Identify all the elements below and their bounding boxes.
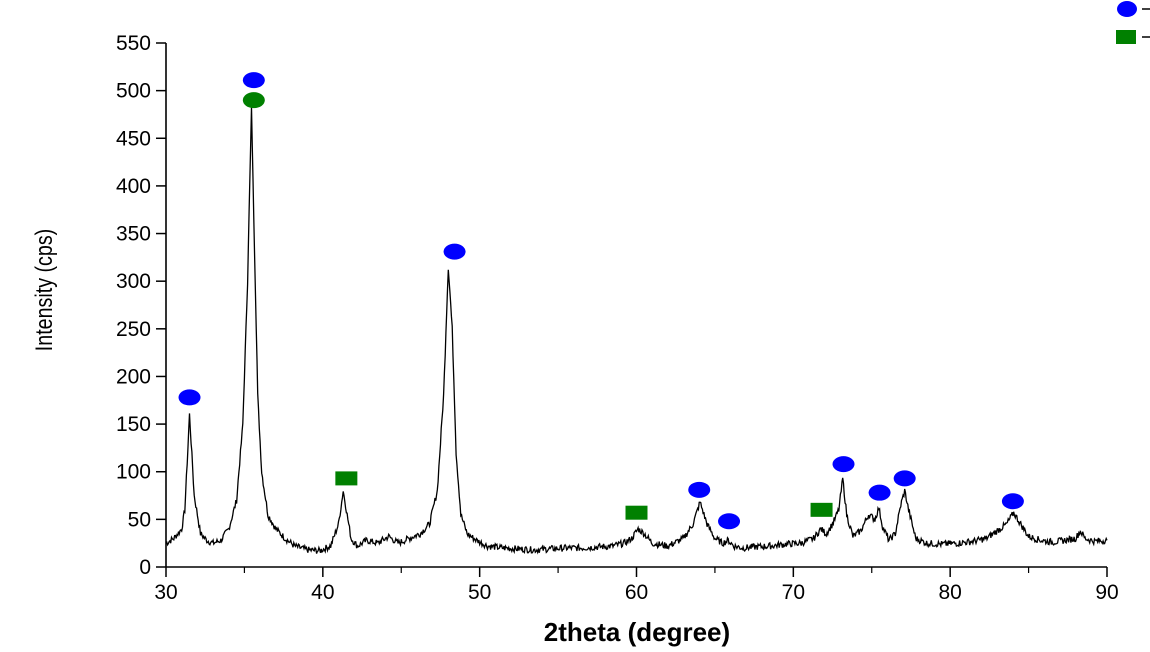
y-tick-label: 150 (116, 413, 151, 436)
x-tick-label: 30 (154, 581, 177, 604)
y-tick-label: 500 (116, 80, 151, 103)
x-tick-label: 50 (468, 581, 491, 604)
y-tick-label: 450 (116, 127, 151, 150)
y-ticks: 0 50 100 150 200 250 300 350 400 450 500 550 (116, 32, 166, 579)
x-tick-label: 70 (782, 581, 805, 604)
y-tick-label: 250 (116, 318, 151, 341)
x-ticks: 30 40 50 60 70 80 90 (154, 567, 1119, 604)
x-tick-label: 90 (1095, 581, 1118, 604)
legend-marker-square (1116, 30, 1136, 44)
y-tick-label: 350 (116, 223, 151, 246)
phase-marker-circle (242, 72, 265, 89)
legend-marker-circle (1117, 1, 1137, 17)
phase-marker-circle (443, 243, 466, 260)
phase-marker-square (810, 502, 833, 517)
phase-marker-circle (178, 389, 201, 406)
y-tick-label: 0 (139, 556, 151, 579)
phase-marker-circle (1001, 493, 1024, 510)
phase-marker-square (625, 505, 648, 520)
y-tick-label: 200 (116, 365, 151, 388)
y-axis-title: Intensity (cps) (30, 229, 57, 351)
y-tick-label: 300 (116, 270, 151, 293)
phase-marker-circle (832, 456, 855, 473)
y-tick-label: 50 (128, 508, 151, 531)
phase-marker-circle (868, 484, 891, 501)
x-axis-title: 2theta (degree) (544, 617, 730, 647)
phase-markers (178, 72, 1024, 530)
phase-marker-circle (718, 513, 741, 530)
phase-marker-circle (688, 481, 711, 498)
series-line (165, 107, 1108, 555)
y-tick-label: 100 (116, 461, 151, 484)
plot-area: 0 50 100 150 200 250 300 350 400 450 500 550 30 40 50… (116, 32, 1119, 604)
y-tick-label: 550 (116, 32, 151, 55)
legend (1116, 1, 1150, 44)
x-tick-label: 60 (625, 581, 648, 604)
phase-marker-circle (893, 470, 916, 487)
y-tick-label: 400 (116, 175, 151, 198)
phase-marker-circle (242, 92, 265, 109)
x-tick-label: 80 (938, 581, 961, 604)
x-tick-label: 40 (311, 581, 334, 604)
phase-marker-square (335, 471, 358, 486)
